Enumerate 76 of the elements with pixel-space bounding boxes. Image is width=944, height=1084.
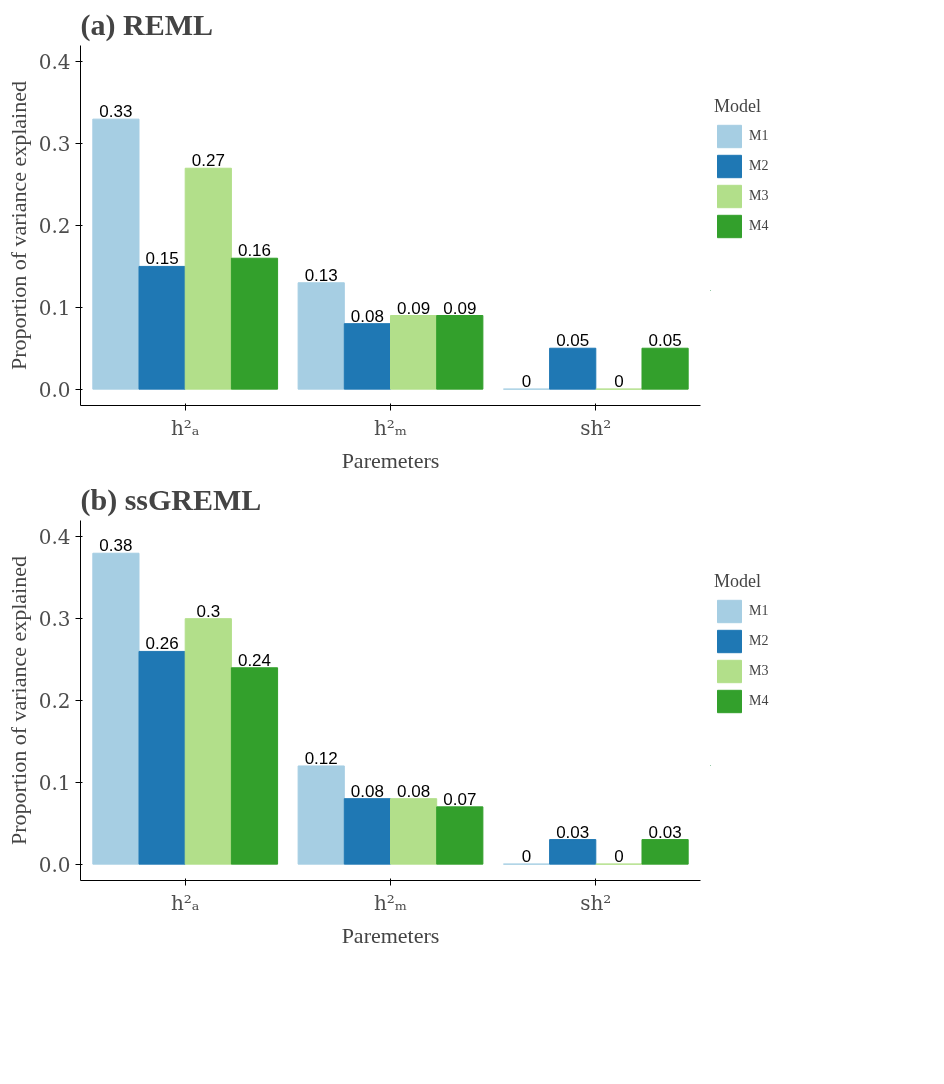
bar bbox=[230, 667, 279, 865]
y-tick-label: 0.3 bbox=[38, 132, 71, 157]
x-axis-title: Paremeters bbox=[341, 922, 440, 948]
data-label: 0.03 bbox=[556, 822, 590, 842]
y-tick-label: 0.0 bbox=[38, 852, 71, 877]
bar bbox=[390, 798, 438, 865]
data-label: 0.03 bbox=[648, 822, 682, 842]
y-tick-label: 0.1 bbox=[38, 295, 71, 320]
data-label: 0.05 bbox=[556, 331, 590, 351]
data-label: 0.38 bbox=[99, 536, 133, 556]
legend-title: Model bbox=[714, 570, 762, 592]
data-label: 0 bbox=[614, 372, 624, 392]
data-label: 0.08 bbox=[350, 306, 384, 326]
data-label: 0.24 bbox=[237, 650, 272, 670]
legend-label: M4 bbox=[749, 691, 769, 710]
bar bbox=[138, 265, 186, 390]
bar bbox=[549, 839, 597, 865]
bar bbox=[390, 315, 438, 390]
data-label: 0.27 bbox=[191, 151, 225, 171]
y-tick-label: 0.4 bbox=[38, 525, 71, 550]
data-label: 0.15 bbox=[145, 249, 179, 269]
bar bbox=[184, 618, 232, 865]
y-tick-label: 0.1 bbox=[38, 770, 71, 795]
y-axis-title: Proportion of variance explained bbox=[5, 81, 31, 370]
bar bbox=[297, 765, 345, 865]
bar bbox=[230, 257, 279, 390]
data-label: 0 bbox=[521, 372, 532, 392]
bar bbox=[343, 798, 391, 865]
legend-label: M4 bbox=[749, 216, 769, 235]
y-axis-title: Proportion of variance explained bbox=[5, 556, 31, 845]
data-label: 0.08 bbox=[397, 781, 431, 801]
legend-title: Model bbox=[714, 95, 762, 117]
y-tick-label: 0.3 bbox=[38, 607, 71, 632]
bar bbox=[297, 282, 345, 390]
x-tick-label: h²ₘ bbox=[373, 415, 408, 440]
bar bbox=[184, 167, 232, 390]
data-label: 0.09 bbox=[443, 298, 477, 318]
data-label: 0 bbox=[614, 847, 624, 867]
legend-label: M2 bbox=[749, 631, 769, 650]
legend-label: M3 bbox=[749, 661, 769, 680]
x-tick-label: h²ₘ bbox=[373, 890, 408, 915]
data-label: 0.07 bbox=[443, 789, 477, 809]
legend-label: M1 bbox=[749, 126, 769, 145]
x-tick-label: h²ₐ bbox=[170, 415, 200, 440]
bar bbox=[641, 347, 689, 390]
data-label: 0.09 bbox=[397, 298, 431, 318]
bar bbox=[641, 839, 689, 865]
data-label: 0.26 bbox=[145, 634, 179, 654]
chart-title: (a) REML bbox=[80, 7, 213, 42]
bar bbox=[92, 118, 140, 390]
bar bbox=[138, 650, 186, 865]
data-label: 0.33 bbox=[99, 102, 133, 122]
data-label: 0 bbox=[521, 847, 532, 867]
legend-label: M2 bbox=[749, 156, 769, 175]
data-label: 0.05 bbox=[648, 331, 682, 351]
y-tick-label: 0.2 bbox=[38, 689, 71, 713]
data-label: 0.08 bbox=[350, 781, 384, 801]
bar bbox=[549, 347, 597, 390]
y-tick-label: 0.2 bbox=[38, 214, 71, 238]
x-tick-label: sh² bbox=[580, 415, 612, 440]
bar bbox=[436, 806, 484, 865]
data-label: 0.3 bbox=[196, 601, 221, 621]
x-tick-label: sh² bbox=[580, 890, 612, 915]
data-label: 0.16 bbox=[237, 241, 272, 261]
chart-title: (b) ssGREML bbox=[80, 482, 262, 517]
data-label: 0.12 bbox=[304, 748, 338, 768]
y-tick-label: 0.4 bbox=[38, 50, 71, 75]
bar bbox=[436, 315, 484, 390]
legend-label: M3 bbox=[749, 186, 769, 205]
x-axis-title: Paremeters bbox=[341, 447, 440, 473]
data-label: 0.13 bbox=[304, 265, 338, 285]
legend-label: M1 bbox=[749, 601, 769, 620]
x-tick-label: h²ₐ bbox=[170, 890, 200, 915]
bar bbox=[343, 323, 391, 390]
bar bbox=[92, 552, 140, 865]
y-tick-label: 0.0 bbox=[38, 377, 71, 402]
